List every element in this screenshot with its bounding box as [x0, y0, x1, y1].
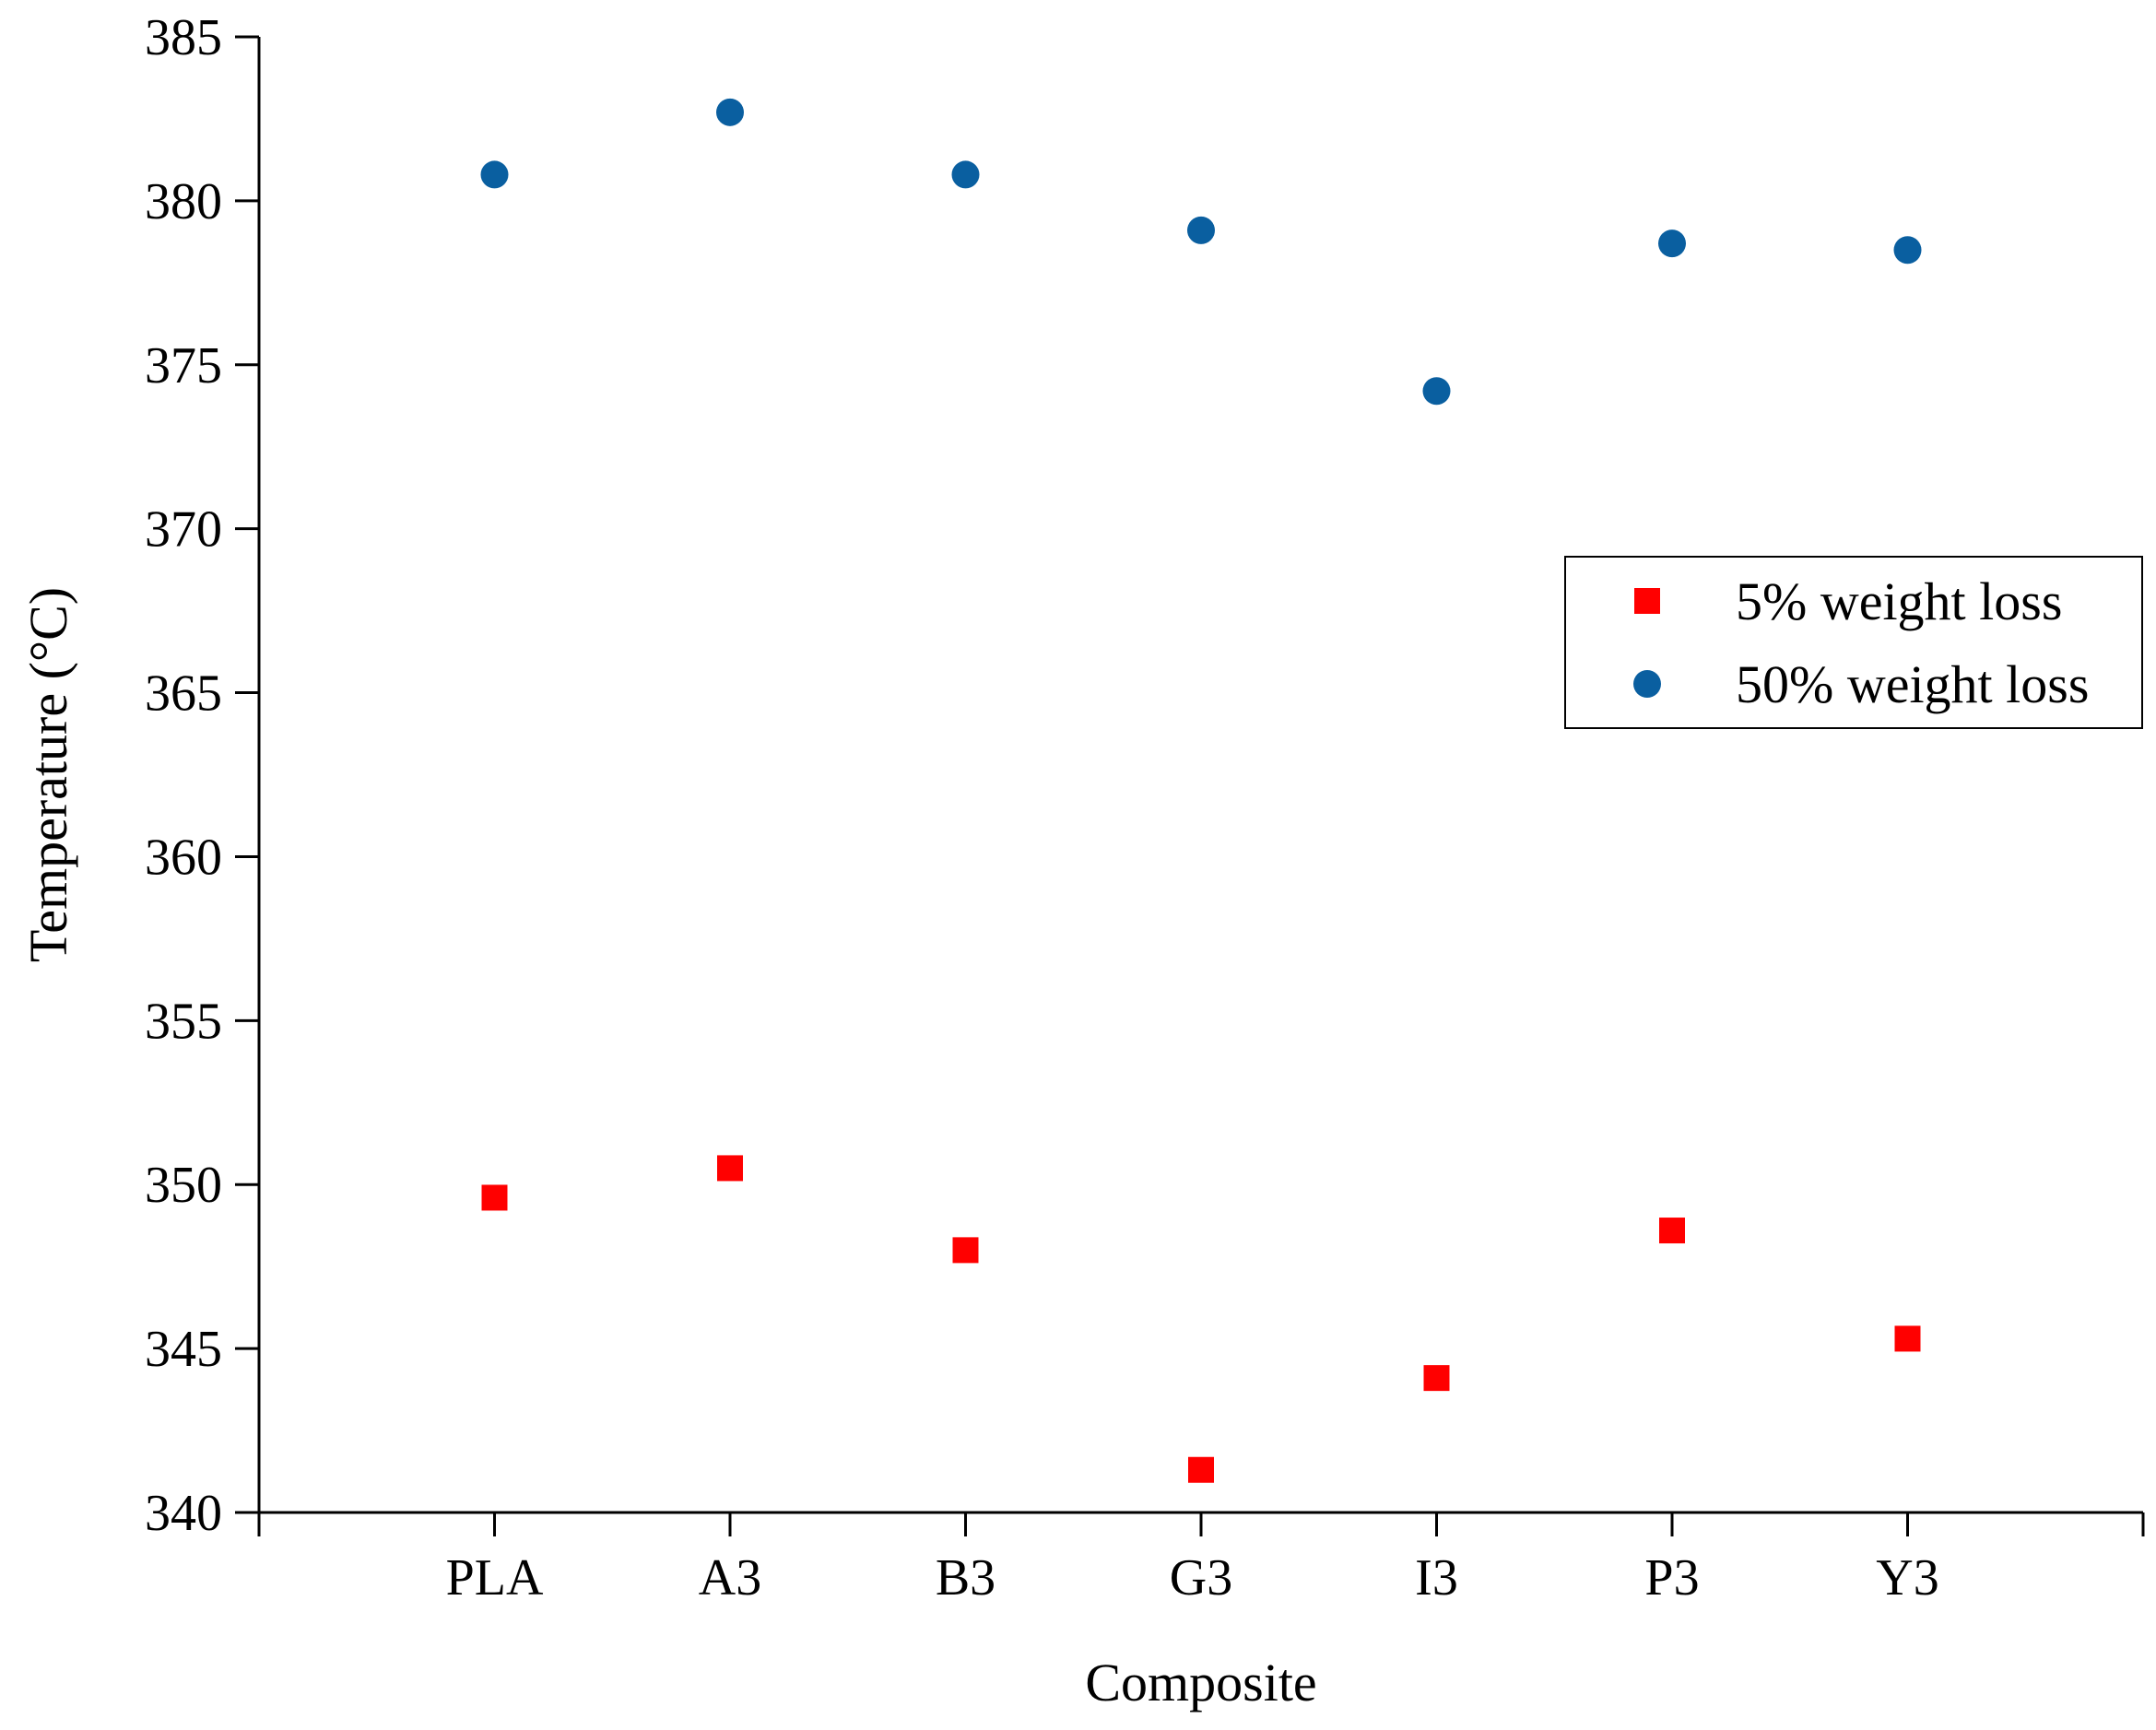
x-tick-label: I3 — [1415, 1549, 1458, 1606]
y-tick-label: 370 — [145, 501, 222, 559]
y-tick-label: 380 — [145, 173, 222, 230]
point-50pct-I3 — [1422, 377, 1451, 406]
y-tick-label: 365 — [145, 665, 222, 723]
point-50pct-A3 — [716, 98, 744, 126]
y-tick-label: 360 — [145, 829, 222, 886]
point-50pct-G3 — [1187, 216, 1215, 244]
y-tick-label: 345 — [145, 1321, 222, 1378]
point-5pct-I3 — [1423, 1365, 1450, 1392]
point-5pct-Y3 — [1894, 1325, 1921, 1352]
data-marks — [480, 98, 1922, 1483]
y-tick-label: 375 — [145, 337, 222, 394]
y-tick-label: 385 — [145, 9, 222, 66]
legend-label: 50% weight loss — [1736, 654, 2089, 714]
x-tick-label: A3 — [699, 1549, 761, 1606]
legend-label: 5% weight loss — [1736, 571, 2062, 631]
legend-circle-marker — [1633, 670, 1661, 698]
y-tick-label: 355 — [145, 993, 222, 1050]
point-50pct-Y3 — [1893, 236, 1922, 265]
legend-box — [1564, 556, 2143, 729]
x-tick-label: Y3 — [1876, 1549, 1938, 1606]
ticks: 340 345 350 355 360 365 370 375 380 385 PLA A3 B3 G3 I… — [145, 9, 2145, 1606]
x-tick-label: PLA — [446, 1549, 544, 1606]
x-tick-label: B3 — [936, 1549, 996, 1606]
point-50pct-B3 — [951, 160, 980, 189]
point-5pct-A3 — [717, 1155, 743, 1182]
point-5pct-G3 — [1188, 1456, 1214, 1483]
y-tick-label: 340 — [145, 1485, 222, 1542]
point-5pct-PLA — [481, 1184, 508, 1211]
x-tick-label: G3 — [1170, 1549, 1232, 1606]
legend: 5% weight loss 50% weight loss — [1564, 556, 2143, 729]
point-5pct-B3 — [952, 1237, 979, 1264]
x-tick-label: P3 — [1644, 1549, 1699, 1606]
axes — [257, 37, 2143, 1514]
y-tick-label: 350 — [145, 1157, 222, 1214]
y-axis-title: Temperature (°C) — [18, 587, 78, 962]
x-axis-title: Composite — [1085, 1653, 1316, 1712]
legend-square-marker — [1634, 588, 1660, 614]
point-5pct-P3 — [1659, 1218, 1685, 1244]
point-50pct-P3 — [1658, 229, 1686, 258]
point-50pct-PLA — [480, 160, 509, 189]
